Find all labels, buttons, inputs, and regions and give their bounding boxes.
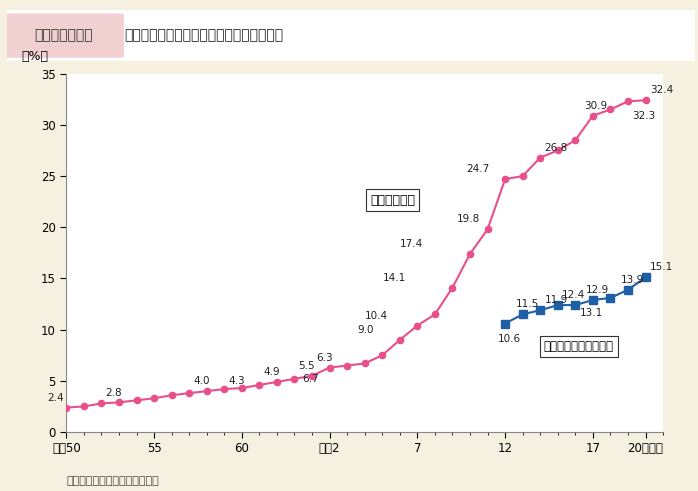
Text: 6.7: 6.7 [302, 374, 318, 383]
Text: 32.4: 32.4 [650, 85, 673, 95]
Text: 5.5: 5.5 [299, 361, 315, 371]
Text: 13.9: 13.9 [621, 275, 644, 285]
Text: 14.1: 14.1 [383, 273, 406, 283]
Text: 26.8: 26.8 [544, 143, 567, 153]
Text: 30.9: 30.9 [584, 101, 608, 110]
Text: 10.6: 10.6 [498, 333, 521, 344]
Text: 12.9: 12.9 [586, 285, 609, 295]
Text: 9.0: 9.0 [357, 325, 373, 335]
Text: 4.3: 4.3 [228, 376, 245, 386]
Text: （備考）内閣府資料より作成。: （備考）内閣府資料より作成。 [66, 476, 159, 486]
Text: 32.3: 32.3 [632, 111, 655, 121]
Text: 11.9: 11.9 [544, 295, 567, 305]
Text: 2.4: 2.4 [47, 393, 64, 403]
Text: 国の審議会等における女性委員割合の推移: 国の審議会等における女性委員割合の推移 [124, 28, 283, 43]
FancyBboxPatch shape [3, 13, 124, 58]
Text: 第１－１－６図: 第１－１－６図 [34, 28, 93, 43]
Text: 10.4: 10.4 [365, 311, 388, 321]
Text: 6.3: 6.3 [316, 353, 333, 363]
Text: 4.9: 4.9 [264, 367, 280, 377]
Text: 女性の専門委員等割合: 女性の専門委員等割合 [544, 340, 614, 353]
Text: 11.5: 11.5 [516, 300, 539, 309]
Text: 13.1: 13.1 [580, 308, 603, 318]
Text: 2.8: 2.8 [105, 388, 122, 399]
Text: 24.7: 24.7 [466, 164, 489, 174]
Text: （%）: （%） [22, 50, 49, 63]
FancyBboxPatch shape [0, 9, 698, 62]
Text: 12.4: 12.4 [562, 290, 585, 300]
Text: 女性委員割合: 女性委員割合 [370, 194, 415, 207]
Text: 19.8: 19.8 [456, 215, 480, 224]
Text: 15.1: 15.1 [650, 263, 673, 273]
Text: 17.4: 17.4 [400, 239, 424, 249]
Text: 4.0: 4.0 [193, 376, 210, 386]
